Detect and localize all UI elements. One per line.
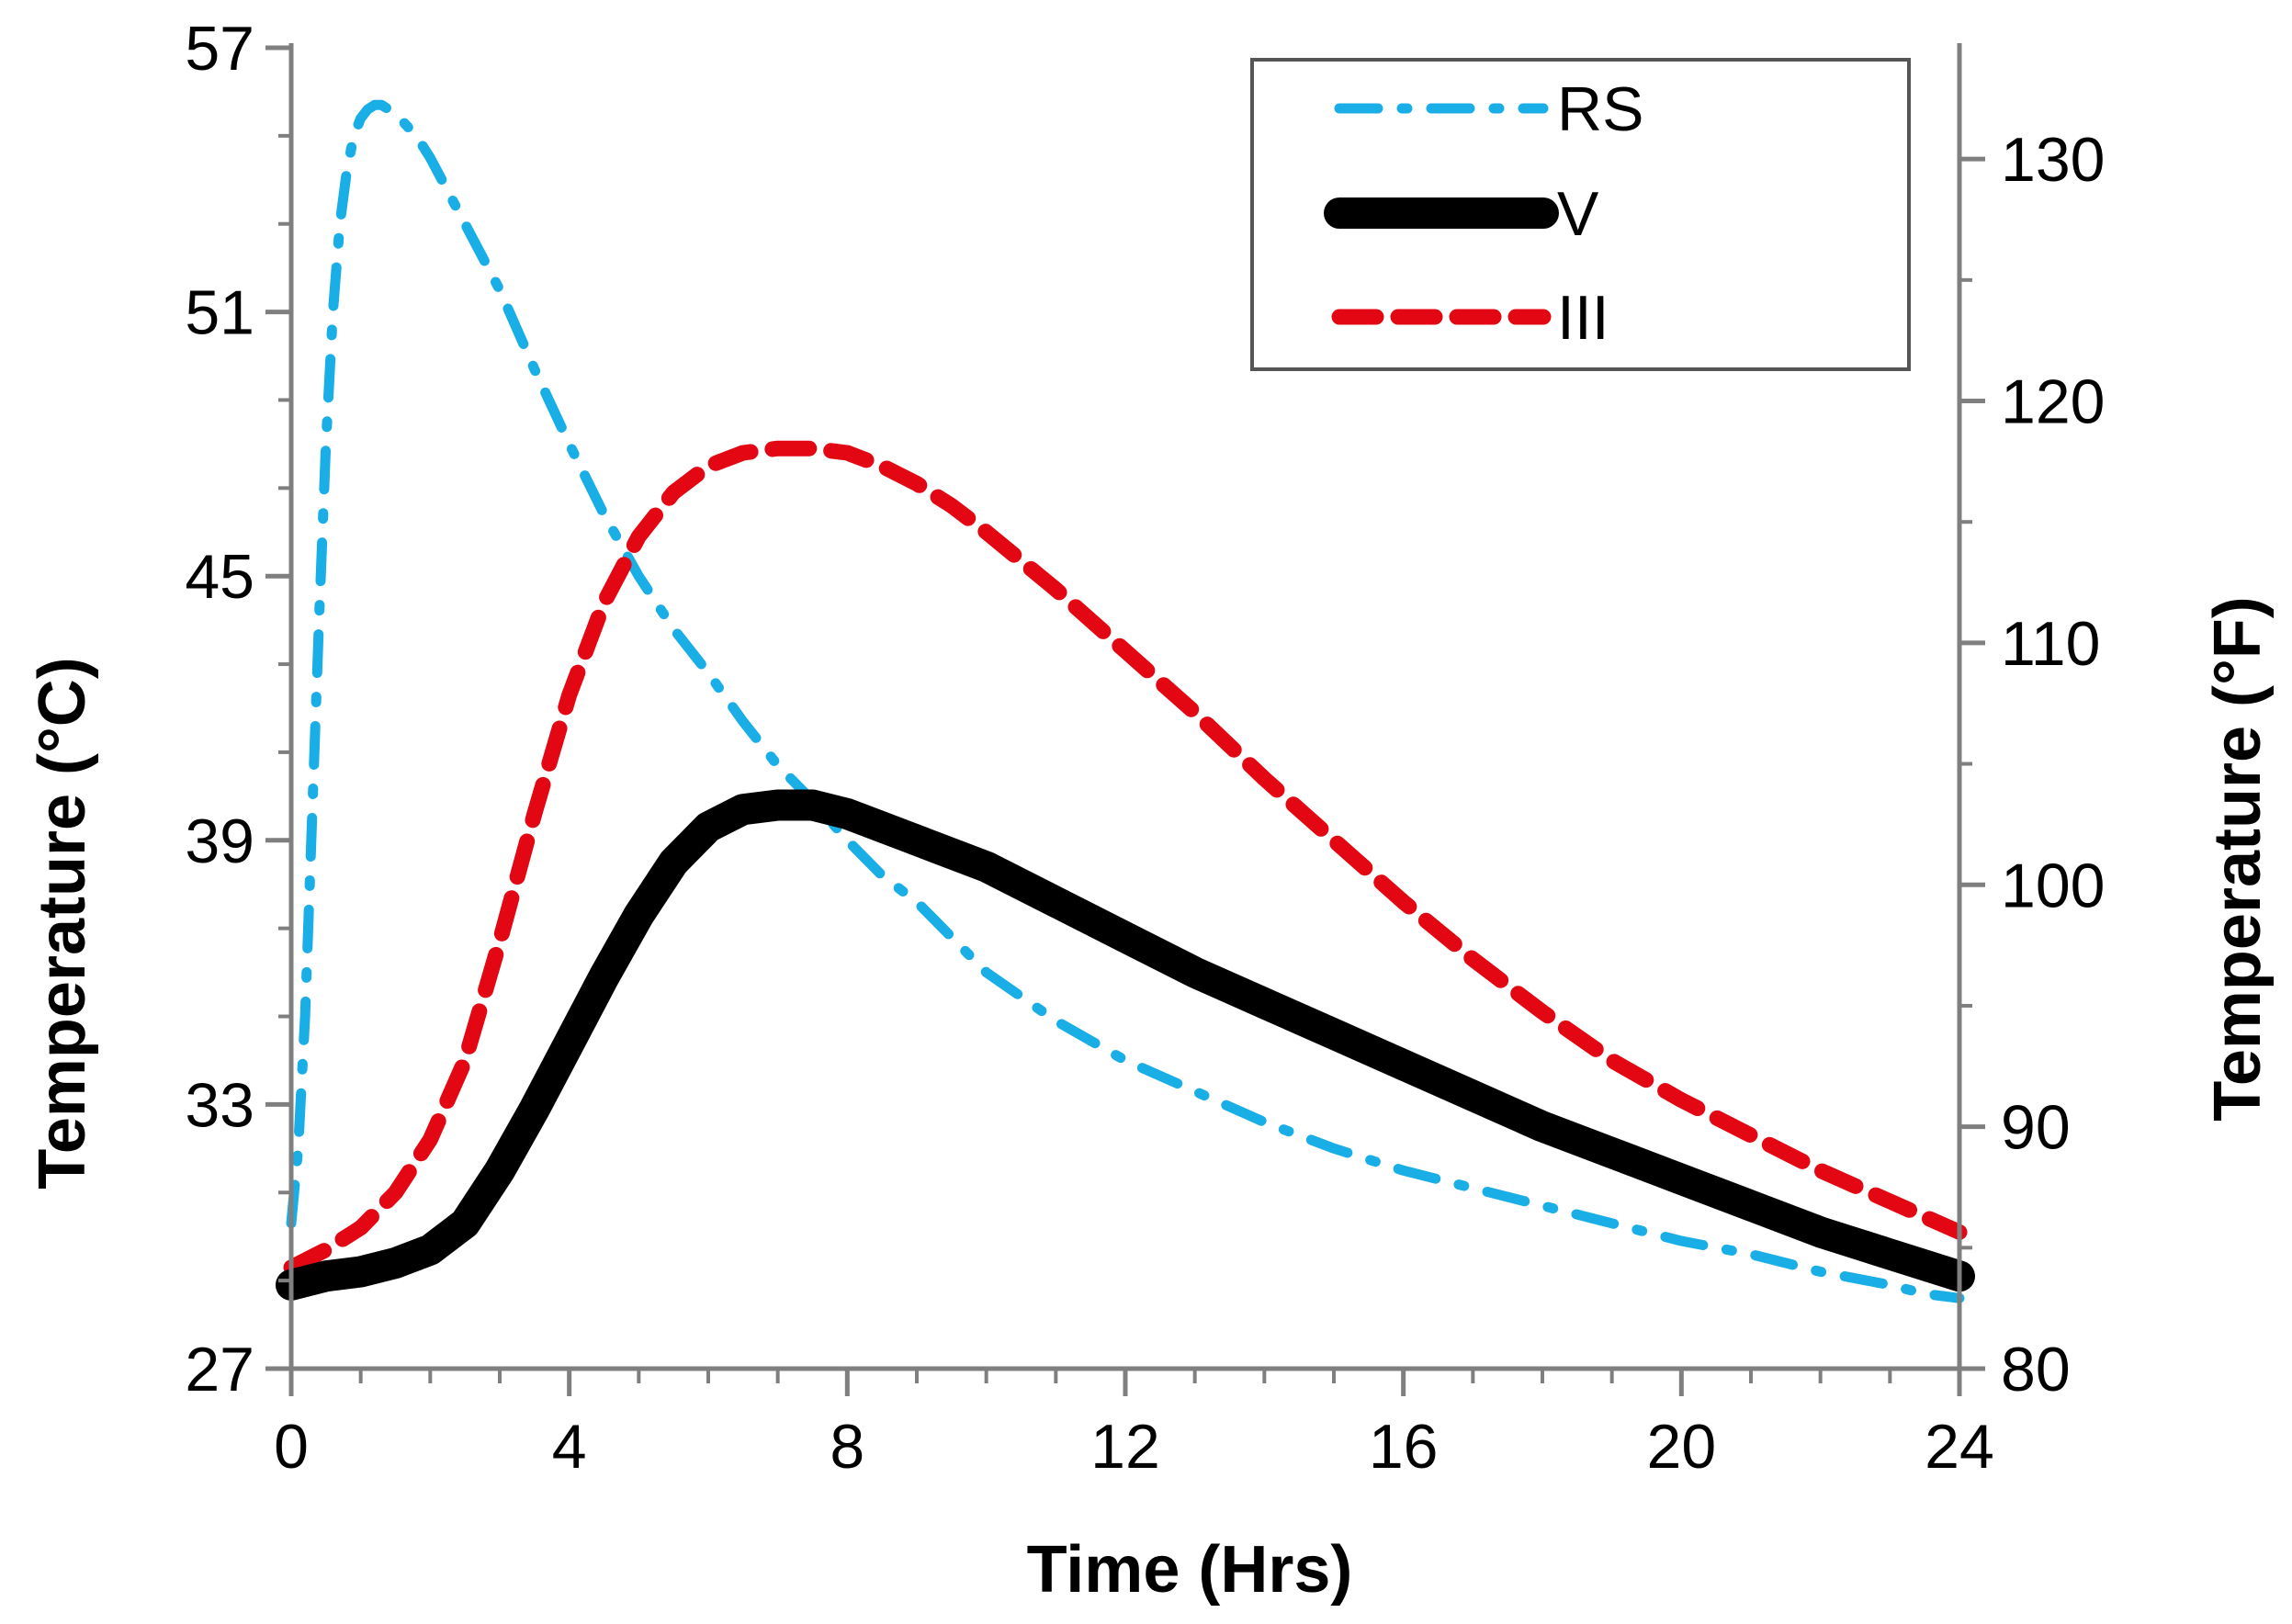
y-tick-label: 57 <box>185 14 254 84</box>
legend-label-v: V <box>1557 179 1599 249</box>
y-tick-label: 27 <box>185 1335 254 1404</box>
y2-tick-label: 100 <box>2001 851 2105 920</box>
y-tick-label: 39 <box>185 806 254 876</box>
y2-tick-label: 110 <box>2001 609 2100 679</box>
y2-tick-label: 90 <box>2001 1093 2071 1163</box>
x-tick-label: 20 <box>1647 1412 1717 1482</box>
legend-label-rs: RS <box>1557 74 1643 144</box>
y-tick-label: 45 <box>185 542 254 612</box>
y2-axis-title: Temperature (°F) <box>2201 596 2275 1122</box>
y2-tick-label: 80 <box>2001 1335 2071 1404</box>
y-tick-label: 33 <box>185 1070 254 1140</box>
series-line-v <box>276 789 1975 1301</box>
x-tick-label: 0 <box>274 1412 309 1482</box>
legend-label-iii: III <box>1557 283 1609 353</box>
plot-area <box>276 99 1975 1303</box>
y-tick-label: 51 <box>185 278 254 348</box>
x-tick-label: 8 <box>830 1412 864 1482</box>
series-line-rs <box>286 99 1965 1303</box>
x-tick-label: 16 <box>1369 1412 1439 1482</box>
x-tick-label: 24 <box>1925 1412 1994 1482</box>
series-line-iii <box>283 440 1968 1276</box>
legend: RS V III <box>1250 58 1911 371</box>
x-tick-label: 4 <box>552 1412 587 1482</box>
y2-tick-label: 120 <box>2001 367 2105 437</box>
x-tick-label: 12 <box>1090 1412 1160 1482</box>
y2-tick-label: 130 <box>2001 125 2105 195</box>
axes: 27 33 39 45 51 57 80 90 100 110 120 130 0 4 8 12 16 20 24 <box>185 14 2105 1482</box>
y-axis-title: Temperature (°C) <box>26 657 99 1190</box>
x-axis-title: Time (Hrs) <box>1027 1533 1353 1607</box>
